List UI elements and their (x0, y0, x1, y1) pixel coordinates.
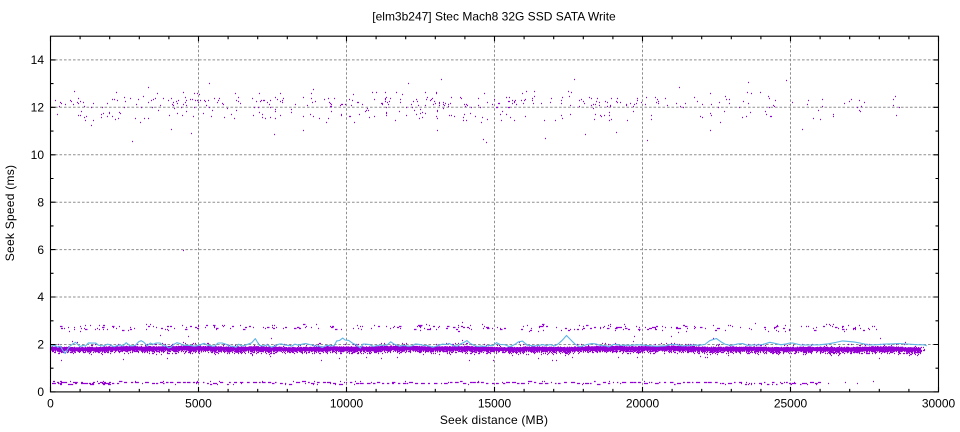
svg-text:Seek distance (MB): Seek distance (MB) (440, 413, 548, 427)
svg-text:14: 14 (31, 53, 45, 67)
svg-text:5000: 5000 (185, 397, 212, 411)
svg-text:0: 0 (47, 397, 54, 411)
svg-text:20000: 20000 (626, 397, 660, 411)
svg-text:Seek Speed (ms): Seek Speed (ms) (3, 165, 17, 261)
svg-text:8: 8 (37, 195, 44, 209)
svg-text:4: 4 (37, 290, 44, 304)
svg-text:15000: 15000 (478, 397, 512, 411)
svg-text:25000: 25000 (774, 397, 808, 411)
svg-text:10000: 10000 (330, 397, 364, 411)
svg-text:10: 10 (31, 148, 45, 162)
svg-text:12: 12 (31, 101, 45, 115)
svg-text:[elm3b247] Stec Mach8 32G SSD: [elm3b247] Stec Mach8 32G SSD SATA Write (372, 10, 616, 24)
svg-text:6: 6 (37, 243, 44, 257)
svg-text:0: 0 (37, 385, 44, 399)
svg-text:30000: 30000 (922, 397, 956, 411)
svg-text:2: 2 (37, 338, 44, 352)
